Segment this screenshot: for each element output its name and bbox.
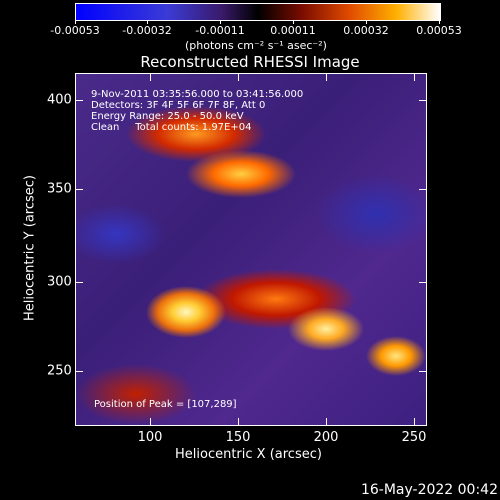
- y-tick: [419, 282, 426, 283]
- info-time-range: 9-Nov-2011 03:35:56.000 to 03:41:56.000: [91, 89, 304, 100]
- y-tick: [76, 371, 83, 372]
- colorbar-label: 0.00053: [416, 24, 462, 37]
- colorbar-tick: [293, 20, 294, 24]
- y-tick: [419, 100, 426, 101]
- colorbar-label: -0.00053: [50, 24, 100, 37]
- y-tick: [76, 282, 83, 283]
- x-tick: [326, 418, 327, 425]
- x-tick-label: 100: [137, 430, 163, 445]
- colorbar-label: 0.00032: [343, 24, 389, 37]
- x-tick: [414, 418, 415, 425]
- image-title: Reconstructed RHESSI Image: [140, 53, 360, 71]
- info-clean-counts: Clean Total counts: 1.97E+04: [91, 122, 252, 133]
- peak-position: Position of Peak = [107,289]: [94, 399, 237, 410]
- y-tick: [419, 371, 426, 372]
- y-tick: [76, 189, 83, 190]
- colorbar-tick: [147, 20, 148, 24]
- x-tick-label: 200: [313, 430, 339, 445]
- colorbar-tick: [220, 20, 221, 24]
- timestamp: 16-May-2022 00:42: [360, 482, 498, 498]
- y-tick: [419, 189, 426, 190]
- x-tick-label: 150: [225, 430, 251, 445]
- colorbar-tick: [75, 20, 76, 24]
- x-tick: [150, 418, 151, 425]
- colorbar-units: (photons cm⁻² s⁻¹ asec⁻²): [185, 39, 327, 52]
- x-tick-label: 250: [401, 430, 427, 445]
- colorbar-label: -0.00032: [122, 24, 172, 37]
- colorbar: [75, 3, 441, 21]
- x-tick: [238, 74, 239, 81]
- info-detectors: Detectors: 3F 4F 5F 6F 7F 8F, Att 0: [91, 100, 266, 111]
- colorbar-tick: [439, 20, 440, 24]
- colorbar-label: -0.00011: [195, 24, 245, 37]
- y-tick-label: 300: [47, 274, 72, 290]
- y-tick: [76, 100, 83, 101]
- y-tick-label: 250: [47, 363, 72, 379]
- colorbar-label: 0.00011: [270, 24, 316, 37]
- y-tick-label: 350: [47, 181, 72, 197]
- y-axis-title: Heliocentric Y (arcsec): [22, 175, 38, 321]
- x-axis-title: Heliocentric X (arcsec): [175, 447, 322, 462]
- colorbar-tick: [366, 20, 367, 24]
- x-tick: [238, 418, 239, 425]
- info-energy-range: Energy Range: 25.0 - 50.0 keV: [91, 111, 244, 122]
- y-tick-label: 400: [47, 92, 72, 108]
- x-tick: [150, 74, 151, 81]
- x-tick: [326, 74, 327, 81]
- rhessi-image: 9-Nov-2011 03:35:56.000 to 03:41:56.000 …: [75, 73, 427, 426]
- x-tick: [414, 74, 415, 81]
